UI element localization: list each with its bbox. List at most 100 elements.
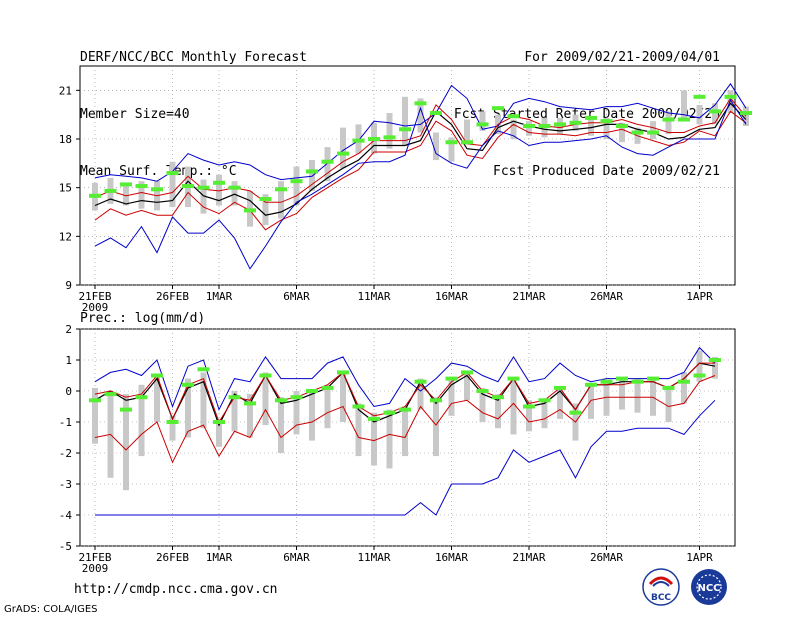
temp-obs-mark [693, 94, 706, 99]
prec-obs-mark [538, 398, 551, 403]
prec-spread-bar [448, 378, 455, 416]
temp-ytick-label: 9 [65, 279, 72, 292]
temp-obs-mark [368, 137, 380, 141]
prec-spread-bar [712, 356, 718, 379]
temp-spread-bar [278, 181, 284, 219]
prec-obs-mark [662, 385, 675, 390]
temp-obs-mark [492, 106, 504, 111]
prec-line-p_low [94, 375, 716, 464]
prec-ytick-label: 2 [65, 323, 72, 336]
prec-obs-mark [492, 395, 504, 400]
temp-obs-mark [321, 159, 334, 164]
prec-spread-bar [371, 412, 377, 466]
temp-xtick-label: 26FEB [156, 290, 189, 303]
temp-spread-bar [526, 121, 532, 136]
prec-frame [79, 328, 736, 547]
footer-url[interactable]: http://cmdp.ncc.cma.gov.cn [74, 582, 278, 597]
temp-spread-bar [324, 147, 331, 182]
prec-ytick-label: 0 [65, 385, 72, 398]
prec-xtick-label: 16MAR [435, 551, 468, 564]
prec-spread-bar [185, 378, 191, 438]
prec-chart-title: Prec.: log(mm/d) [80, 311, 205, 326]
temp-obs-mark [740, 111, 752, 116]
bcc-logo: BCC [642, 568, 680, 606]
temp-spread-bar [603, 117, 610, 139]
temp-spread-bar [727, 90, 734, 114]
prec-obs-mark [647, 376, 659, 381]
temp-obs-mark [306, 169, 318, 174]
prec-obs-mark [383, 410, 396, 415]
grads-credit: GrADS: COLA/IGES [4, 604, 98, 615]
prec-spread-bar [510, 378, 517, 435]
prec-obs-mark [166, 420, 179, 424]
prec-obs-mark [569, 410, 582, 415]
forecast-period: For 2009/02/21-2009/04/01 [524, 50, 720, 65]
temp-obs-mark [445, 140, 458, 145]
prec-xtick-year: 2009 [82, 562, 109, 575]
prec-spread-bar [433, 397, 439, 457]
temp-spread-bar [681, 90, 687, 120]
temp-obs-mark [337, 151, 349, 156]
prec-obs-mark [197, 367, 210, 372]
temp-ytick-label: 15 [59, 182, 72, 195]
prec-spread-bar [355, 403, 362, 457]
prec-spread-bar [634, 378, 641, 413]
prec-obs-mark [135, 395, 148, 400]
prec-spread-bar [696, 350, 703, 382]
prec-spread-bar [526, 400, 532, 432]
prec-spread-bar [92, 387, 98, 444]
temp-xtick-label: 16MAR [435, 290, 468, 303]
temp-spread-bar [448, 137, 455, 162]
temp-obs-mark [523, 124, 535, 129]
prec-xtick-label: 11MAR [357, 551, 390, 564]
temp-spread-bar [138, 181, 145, 209]
temp-spread-bar [510, 119, 517, 139]
temp-obs-mark [228, 185, 241, 190]
prec-spread-bar [123, 394, 129, 491]
prec-xtick-label: 1APR [686, 551, 713, 564]
prec-obs-mark [709, 358, 721, 362]
prec-obs-mark [89, 398, 101, 403]
prec-line-max [94, 346, 716, 411]
temp-spread-bar [433, 132, 439, 161]
prec-spread-bar [309, 391, 315, 441]
temp-xtick-label: 11MAR [357, 290, 390, 303]
temp-obs-mark [414, 101, 427, 106]
temp-obs-mark [89, 193, 101, 198]
prec-spread-bar [324, 384, 331, 429]
temp-frame [79, 65, 736, 286]
prec-spread-bar [603, 381, 610, 416]
temp-obs-mark [104, 188, 117, 193]
prec-spread-bar [665, 387, 672, 422]
temp-xtick-year: 2009 [82, 301, 109, 314]
prec-spread-bar [402, 406, 408, 457]
prec-spread-bar [247, 394, 253, 438]
prec-ytick-label: -2 [59, 447, 72, 460]
prec-line-min [95, 399, 716, 516]
prec-spread-bar [386, 409, 393, 469]
prec-obs-mark [461, 370, 473, 375]
temp-obs-mark [538, 124, 551, 129]
prec-ytick-label: -3 [59, 478, 72, 491]
temp-obs-mark [430, 111, 442, 116]
prec-ytick-label: 1 [65, 354, 72, 367]
temp-ytick-label: 12 [59, 230, 72, 243]
ncc-logo-text: NCC [697, 583, 720, 594]
temp-obs-mark [569, 120, 582, 125]
temp-obs-mark [554, 122, 566, 127]
prec-xtick-label: 1MAR [206, 551, 233, 564]
prec-xtick-label: 21MAR [512, 551, 545, 564]
temp-obs-mark [476, 122, 489, 127]
prec-obs-mark [228, 395, 241, 400]
temp-line-min [94, 99, 747, 270]
prec-xtick-label: 21FEB [78, 551, 111, 564]
temp-spread-bar [123, 184, 129, 206]
prec-obs-mark [352, 404, 365, 409]
prec-obs-mark [554, 385, 566, 390]
temp-xtick-label: 1MAR [206, 290, 233, 303]
prec-obs-mark [430, 398, 442, 403]
prec-spread-bar [216, 418, 222, 447]
temp-obs-mark [678, 117, 690, 122]
ncc-logo: NCC [691, 569, 727, 605]
